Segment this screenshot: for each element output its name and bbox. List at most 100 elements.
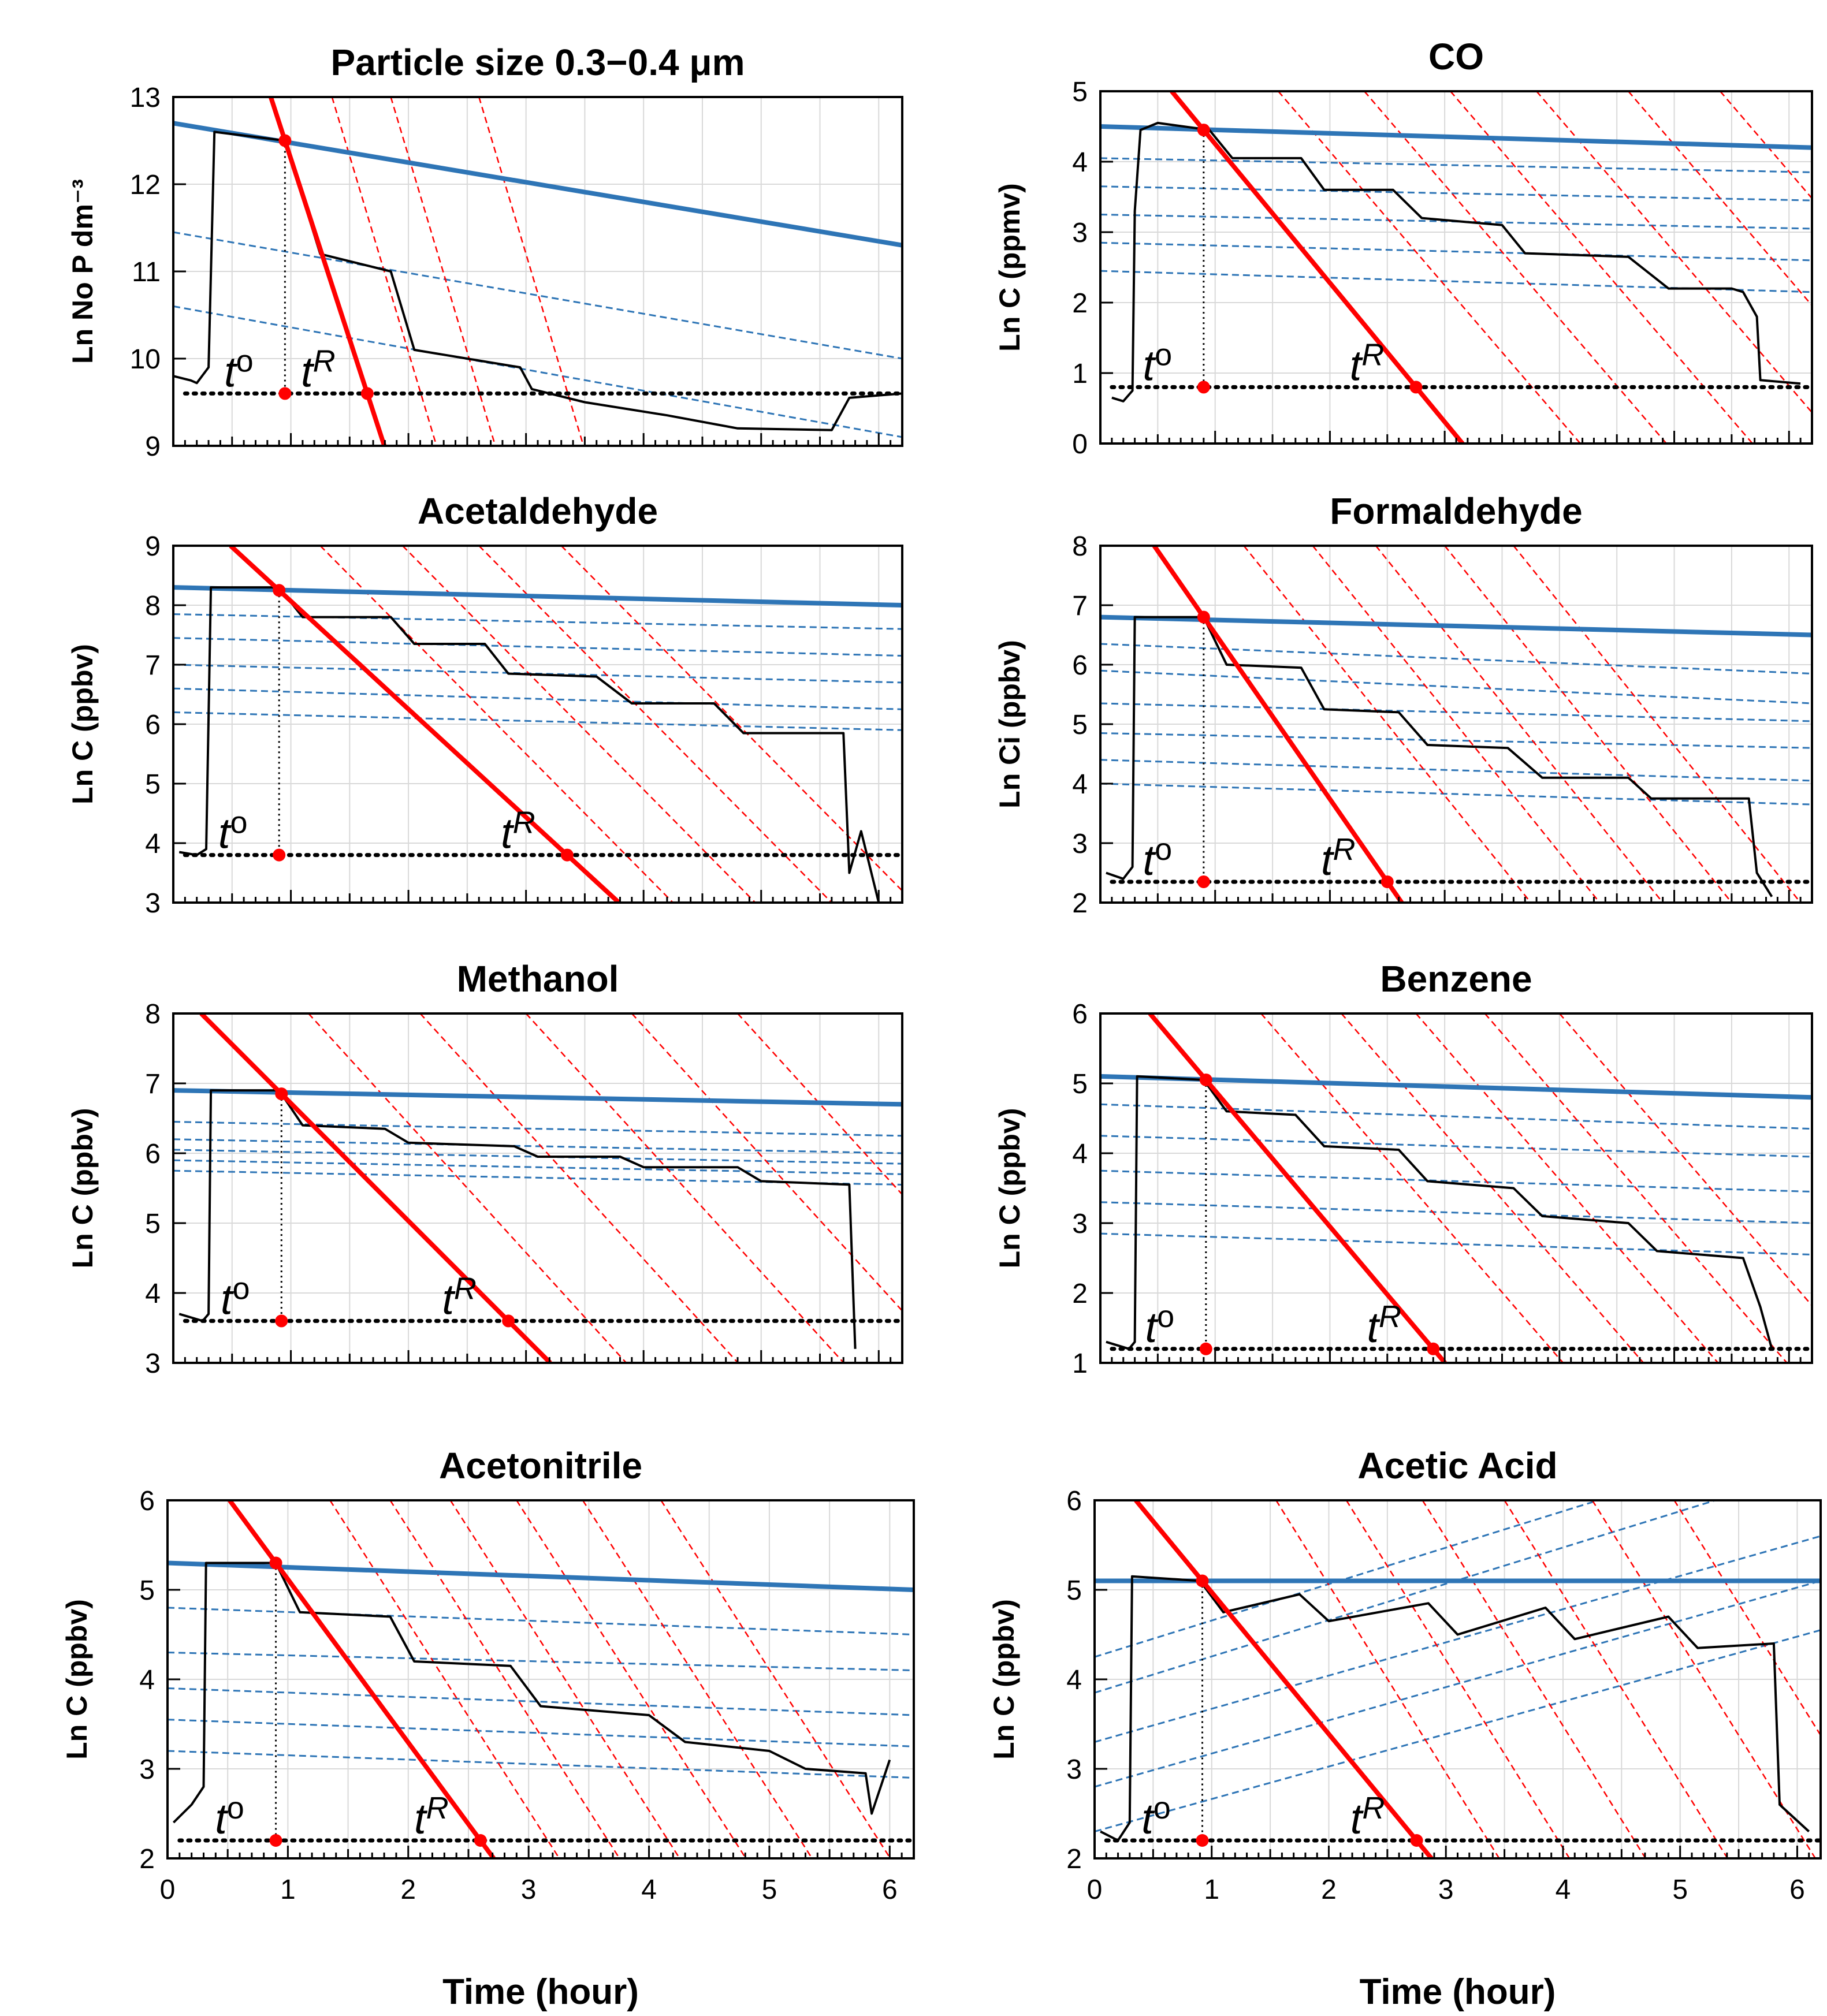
- blue-dashed-line: [1100, 1201, 1812, 1224]
- y-tick-label: 4: [1072, 1139, 1088, 1169]
- blue-dashed-line: [1100, 643, 1812, 675]
- tR-baseline-dot: [1427, 1342, 1440, 1355]
- blue-solid-line: [168, 1560, 914, 1592]
- x-tick-label: 4: [641, 1875, 657, 1905]
- t0-letter: t: [224, 348, 238, 396]
- tR-letter: t: [414, 1795, 428, 1843]
- t0-baseline-dot: [269, 1834, 282, 1847]
- y-axis-label: Ln C (ppmv): [993, 183, 1026, 352]
- tR-label: tR: [414, 1791, 449, 1843]
- red-dashed-line: [1312, 546, 1601, 903]
- red-dashed-line: [1504, 1500, 1728, 1858]
- blue-solid-line: [173, 1088, 902, 1107]
- red-dashed-line: [1536, 91, 1812, 414]
- blue-dashed-line: [1100, 702, 1812, 722]
- blue-dashed-line: [1095, 1580, 1821, 1788]
- y-tick-label: 2: [139, 1844, 155, 1875]
- t0-top-dot: [275, 1087, 288, 1101]
- y-tick-label: 3: [1072, 829, 1088, 859]
- tR-baseline-dot: [502, 1314, 515, 1328]
- tR-baseline-dot: [1381, 875, 1394, 888]
- t0-baseline-dot: [278, 387, 292, 400]
- y-axis-label: Ln C (ppbv): [66, 1108, 99, 1269]
- x-ticks: [1111, 890, 1802, 903]
- y-tick-label: 3: [145, 1348, 161, 1379]
- t0-letter: t: [221, 1275, 235, 1323]
- blue-dashed-line: [1100, 1169, 1812, 1193]
- gridlines: [1100, 546, 1812, 903]
- red-dashed-line: [419, 1013, 739, 1363]
- y-tick-label: 3: [1072, 218, 1088, 248]
- y-axis-label: Ln C (ppbv): [66, 644, 99, 804]
- blue-dashed-line: [1095, 1500, 1716, 1694]
- red-dashed-line: [390, 97, 496, 446]
- red-dashed-line: [1450, 91, 1753, 444]
- y-tick-label: 6: [145, 1139, 161, 1169]
- red-dashed-line: [449, 1500, 680, 1858]
- x-ticks: [184, 1350, 892, 1363]
- red-solid-line: [1148, 1013, 1447, 1363]
- blue-dashed-line: [1100, 241, 1812, 262]
- red-dashed-line: [525, 1013, 844, 1363]
- blue-dashed-line: [1100, 1103, 1812, 1130]
- y-tick-label: 5: [1072, 1069, 1088, 1100]
- red-dashed-line: [516, 1500, 747, 1858]
- tR-baseline-dot: [474, 1834, 487, 1847]
- y-axis-label: Ln C (ppbv): [988, 1599, 1020, 1760]
- x-tick-label: 2: [1321, 1875, 1337, 1905]
- y-tick-label: 6: [145, 710, 161, 740]
- blue-dashed-line: [1100, 669, 1812, 705]
- t0-letter: t: [1141, 1795, 1155, 1843]
- t0-label: to: [218, 806, 248, 858]
- tR-superscript: R: [454, 1271, 477, 1306]
- plot-area: [1095, 1500, 1821, 1858]
- blue-dashed-line: [173, 613, 902, 630]
- tR-letter: t: [1367, 1303, 1381, 1351]
- blue-dashed-line: [1095, 1535, 1821, 1743]
- tR-letter: t: [442, 1275, 456, 1323]
- t0-letter: t: [215, 1795, 229, 1843]
- t0-top-dot: [1196, 1574, 1209, 1588]
- t0-baseline-dot: [1199, 1342, 1212, 1355]
- red-dashed-line: [582, 1500, 813, 1858]
- x-ticks: [1111, 431, 1802, 444]
- x-ticks: [184, 433, 892, 446]
- blue-dashed-line: [1100, 185, 1812, 202]
- tR-label: tR: [501, 806, 535, 858]
- t0-top-dot: [1197, 124, 1210, 137]
- blue-solid-line: [1100, 614, 1812, 638]
- t0-superscript: o: [233, 1271, 250, 1306]
- measured-series: [1111, 121, 1801, 403]
- red-dashed-line: [1422, 1500, 1646, 1858]
- red-dashed-line: [560, 546, 902, 892]
- t0-top-dot: [278, 134, 292, 147]
- tR-baseline-dot: [1410, 1834, 1423, 1847]
- blue-dashed-line: [173, 231, 902, 360]
- x-tick-label: 0: [160, 1875, 176, 1905]
- y-tick-label: 4: [145, 1279, 161, 1309]
- gridlines: [1100, 1013, 1812, 1363]
- t0-label: to: [1145, 1299, 1175, 1351]
- y-tick-label: 7: [1072, 591, 1088, 621]
- x-tick-label: 5: [762, 1875, 777, 1905]
- red-dashed-line: [308, 1013, 627, 1363]
- chart-title: Benzene: [1380, 958, 1532, 1000]
- y-tick-label: 7: [145, 650, 161, 681]
- blue-dashed-line: [168, 1719, 914, 1747]
- red-solid-line: [1152, 546, 1404, 903]
- chart-title: Acetaldehyde: [418, 490, 658, 532]
- red-dashed-line: [1364, 91, 1667, 444]
- plot-frame: [172, 1012, 903, 1364]
- y-axis-label: Ln C (ppbv): [61, 1599, 93, 1760]
- red-dashed-line: [478, 97, 585, 446]
- red-dashed-line: [1591, 1500, 1816, 1858]
- measured-series: [1106, 616, 1773, 897]
- x-axis-label: Time (hour): [442, 1972, 639, 2012]
- red-dashed-line: [1415, 1013, 1719, 1363]
- blue-dashed-line: [1100, 1135, 1812, 1158]
- red-dashed-line: [1673, 1500, 1821, 1737]
- measured-series: [1106, 1075, 1773, 1350]
